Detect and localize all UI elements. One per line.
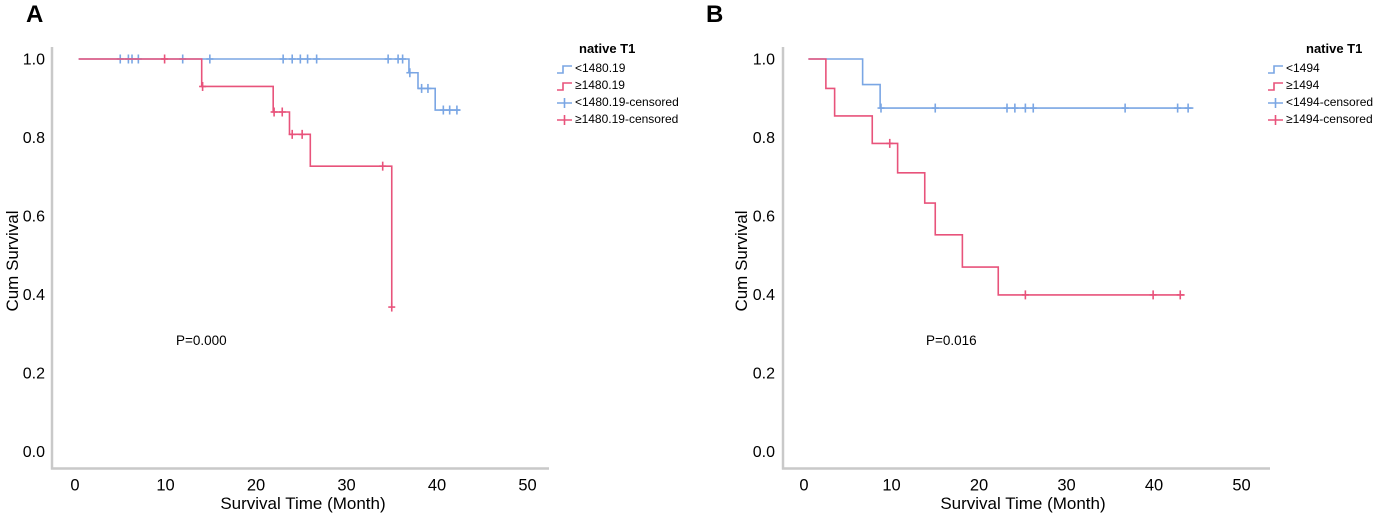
step-line-icon	[1268, 81, 1283, 91]
step-line-icon	[557, 64, 572, 74]
x-tick-label: 30	[337, 477, 355, 495]
x-tick-label: 20	[970, 477, 988, 495]
censor-plus-icon	[1268, 97, 1283, 108]
legend-title: native T1	[579, 41, 636, 56]
legend-entry: <1480.19	[556, 60, 702, 77]
y-tick-label: 0.8	[23, 130, 45, 147]
legend-entry: <1480.19-censored	[556, 94, 702, 111]
panel-b-corner-label: B	[706, 1, 724, 28]
legend-entry-label: ≥1480.19-censored	[575, 112, 679, 126]
panel-b-plot: 0 10 20 30 40 50 1.0 0.8 0.6 0.4 0.2 0.0	[753, 47, 1270, 495]
survival-curve	[78, 58, 461, 111]
panel-a-x-axis-title: Survival Time (Month)	[220, 494, 386, 513]
panel-a: 0 10 20 30 40 50 1.0 0.8 0.6 0.4 0.2 0.0 A Cum Surv…	[3, 1, 702, 513]
step-line-glyph	[557, 81, 572, 91]
y-tick-label: 0.6	[753, 209, 775, 226]
x-tick-label: 50	[518, 477, 536, 495]
x-tick-label: 0	[70, 477, 79, 495]
legend-title: native T1	[1306, 41, 1363, 56]
legend-entry: ≥1480.19-censored	[556, 111, 702, 128]
censor-plus-glyph	[1268, 97, 1283, 108]
censor-plus-glyph	[1268, 114, 1283, 125]
panel-a-plot: 0 10 20 30 40 50 1.0 0.8 0.6 0.4 0.2 0.0	[23, 47, 549, 495]
legend-entry-label: <1494	[1286, 61, 1320, 75]
legend-entry-label: ≥1494-censored	[1286, 112, 1373, 126]
panel-a-legend: native T1 <1480.19 ≥1480.19 <1480.19-censo…	[556, 40, 702, 128]
y-tick-label: 0.4	[23, 287, 45, 304]
y-tick-label: 0.6	[23, 209, 45, 226]
y-tick-label: 0.0	[753, 444, 775, 461]
panel-b-p-value: P=0.016	[926, 333, 977, 348]
panel-b-legend: native T1 <1494 ≥1494 <1494-censored ≥1494-…	[1267, 40, 1394, 128]
censor-plus-glyph	[557, 97, 572, 108]
step-line-glyph	[1268, 64, 1283, 74]
x-tick-label: 40	[428, 477, 446, 495]
survival-curve	[808, 58, 1185, 296]
panel-b-x-axis-title: Survival Time (Month)	[940, 494, 1106, 513]
panel-b: 0 10 20 30 40 50 1.0 0.8 0.6 0.4 0.2 0.0 B Cum Surv…	[700, 0, 1394, 523]
step-line-glyph	[557, 64, 572, 74]
x-tick-label: 50	[1232, 477, 1250, 495]
x-tick-label: 10	[156, 477, 174, 495]
step-line-icon	[1268, 64, 1283, 74]
x-tick-label: 20	[247, 477, 265, 495]
panel-a-p-value: P=0.000	[176, 333, 227, 348]
survival-curve	[808, 58, 1194, 109]
legend-entry-label: <1480.19-censored	[575, 95, 679, 109]
y-tick-label: 0.4	[753, 287, 775, 304]
censor-plus-glyph	[557, 114, 572, 125]
censor-plus-icon	[557, 97, 572, 108]
censor-plus-icon	[1268, 114, 1283, 125]
step-line-glyph	[1268, 81, 1283, 91]
y-tick-label: 1.0	[753, 52, 775, 69]
x-tick-label: 30	[1057, 477, 1075, 495]
legend-entry: ≥1494	[1267, 77, 1394, 94]
y-tick-label: 0.0	[23, 444, 45, 461]
y-tick-label: 0.8	[753, 130, 775, 147]
legend-entries: <1480.19 ≥1480.19 <1480.19-censored ≥1480.1…	[556, 60, 702, 128]
legend-entry-label: ≥1480.19	[575, 78, 625, 92]
y-tick-label: 1.0	[23, 52, 45, 69]
y-tick-label: 0.2	[23, 366, 45, 383]
legend-entry: ≥1480.19	[556, 77, 702, 94]
legend-entries: <1494 ≥1494 <1494-censored ≥1494-censored	[1267, 60, 1394, 128]
legend-entry-label: <1480.19	[575, 61, 626, 75]
legend-entry-label: <1494-censored	[1286, 95, 1374, 109]
survival-curve	[78, 58, 393, 308]
legend-entry: ≥1494-censored	[1267, 111, 1394, 128]
legend-entry-label: ≥1494	[1286, 78, 1320, 92]
censor-plus-icon	[557, 114, 572, 125]
x-tick-label: 0	[799, 477, 808, 495]
step-line-icon	[557, 81, 572, 91]
legend-entry: <1494-censored	[1267, 94, 1394, 111]
panel-a-y-axis-title: Cum Survival	[3, 210, 22, 312]
y-tick-label: 0.2	[753, 366, 775, 383]
x-tick-label: 10	[882, 477, 900, 495]
x-tick-label: 40	[1145, 477, 1163, 495]
legend-entry: <1494	[1267, 60, 1394, 77]
panel-b-y-axis-title: Cum Survival	[732, 210, 751, 312]
panel-a-corner-label: A	[26, 1, 44, 28]
